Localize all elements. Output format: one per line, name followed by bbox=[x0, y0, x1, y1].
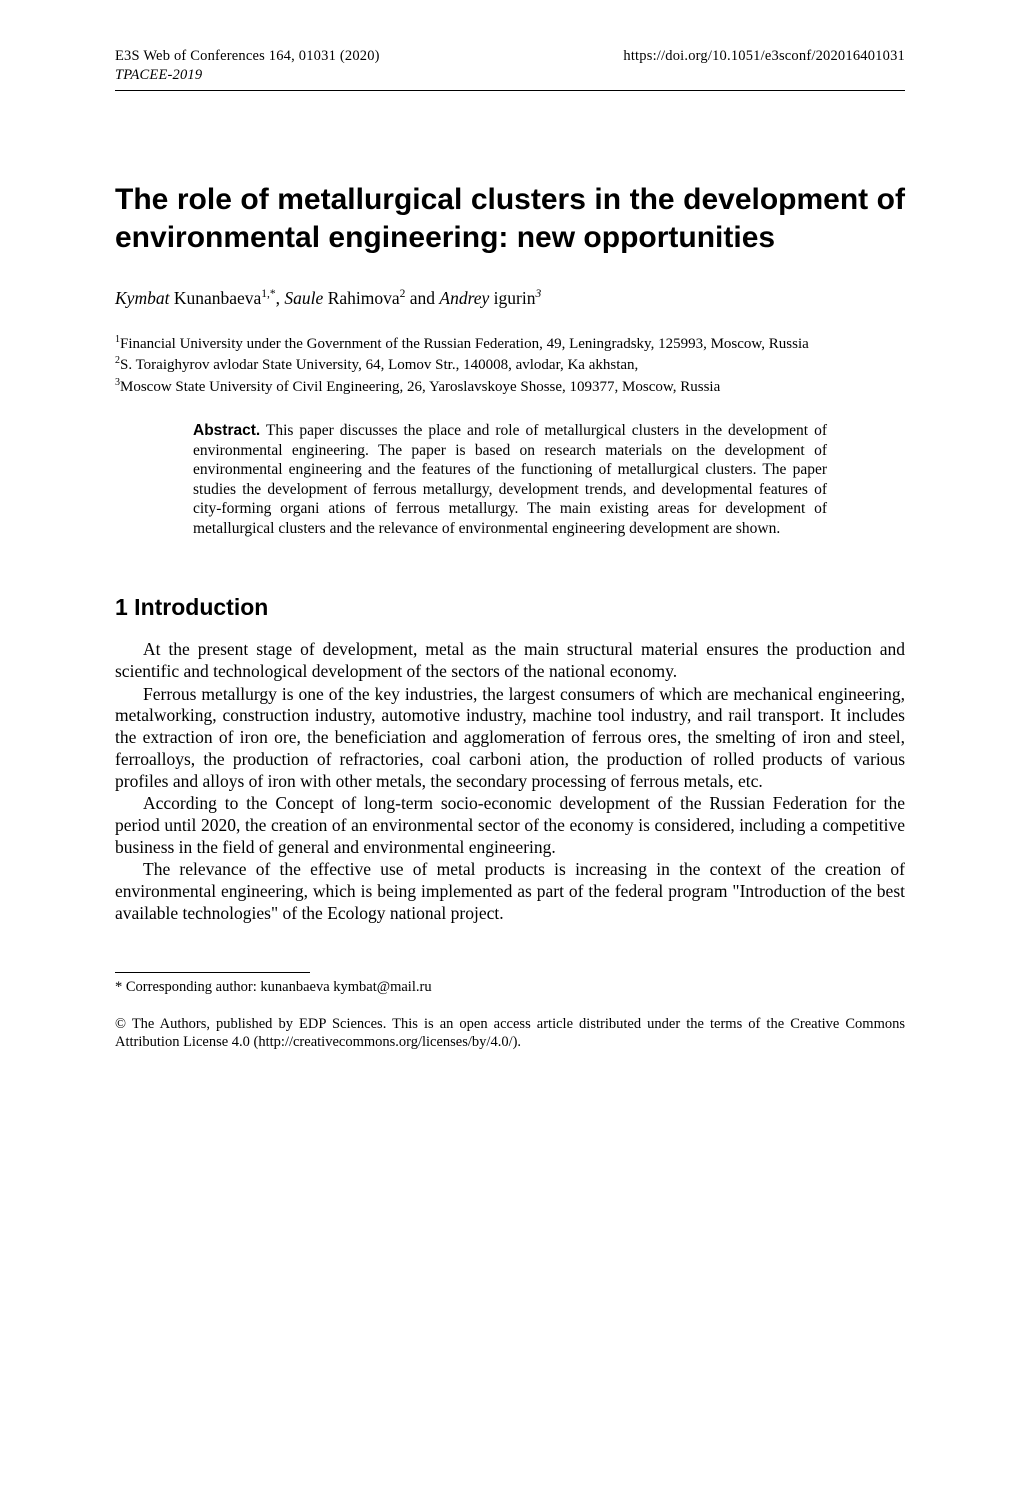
body-paragraph: Ferrous metallurgy is one of the key ind… bbox=[115, 684, 905, 792]
page: E3S Web of Conferences 164, 01031 (2020)… bbox=[0, 0, 1020, 1499]
body-paragraph: According to the Concept of long-term so… bbox=[115, 793, 905, 858]
affil-text: Moscow State University of Civil Enginee… bbox=[120, 379, 720, 395]
affil-text: S. Toraighyrov avlodar State University,… bbox=[120, 357, 638, 373]
footnote-text: Corresponding author: kunanbaeva kymbat@… bbox=[122, 979, 431, 995]
author-family: igurin bbox=[494, 288, 536, 308]
copyright-notice: © The Authors, published by EDP Sciences… bbox=[115, 1016, 905, 1052]
abstract: Abstract. This paper discusses the place… bbox=[193, 421, 827, 538]
author-given: Kymbat bbox=[115, 288, 169, 308]
abstract-heading: Abstract. bbox=[193, 422, 260, 439]
author-affil-marker: 1,* bbox=[261, 288, 275, 300]
body-paragraph: At the present stage of development, met… bbox=[115, 639, 905, 682]
author-given: Saule bbox=[284, 288, 323, 308]
footnote-rule bbox=[115, 972, 310, 973]
author-family: Kunanbaeva bbox=[174, 288, 261, 308]
affiliation-line: 3Moscow State University of Civil Engine… bbox=[115, 376, 905, 398]
section-heading: 1 Introduction bbox=[115, 594, 905, 621]
author-list: Kymbat Kunanbaeva1,*, Saule Rahimova2 an… bbox=[115, 288, 905, 309]
journal-ref-text: E3S Web of Conferences 164, 01031 (2020) bbox=[115, 48, 380, 64]
header-meta: E3S Web of Conferences 164, 01031 (2020)… bbox=[115, 48, 905, 65]
body-paragraph: The relevance of the effective use of me… bbox=[115, 859, 905, 924]
corresponding-footnote: * Corresponding author: kunanbaeva kymba… bbox=[115, 979, 905, 996]
affil-text: Financial University under the Governmen… bbox=[120, 336, 809, 352]
affiliation-line: 2S. Toraighyrov avlodar State University… bbox=[115, 354, 905, 376]
conference-name: TPACEE-2019 bbox=[115, 67, 905, 84]
affiliation-line: 1Financial University under the Governme… bbox=[115, 333, 905, 355]
author-affil-marker: 3 bbox=[535, 288, 541, 300]
author-sep: and bbox=[405, 288, 439, 308]
author-family: Rahimova bbox=[328, 288, 400, 308]
author-given: Andrey bbox=[439, 288, 489, 308]
header-rule bbox=[115, 90, 905, 91]
paper-title: The role of metallurgical clusters in th… bbox=[115, 181, 905, 258]
affiliations: 1Financial University under the Governme… bbox=[115, 333, 905, 398]
journal-reference: E3S Web of Conferences 164, 01031 (2020) bbox=[115, 48, 380, 65]
doi-link[interactable]: https://doi.org/10.1051/e3sconf/20201640… bbox=[623, 48, 905, 65]
abstract-text: This paper discusses the place and role … bbox=[193, 422, 827, 537]
